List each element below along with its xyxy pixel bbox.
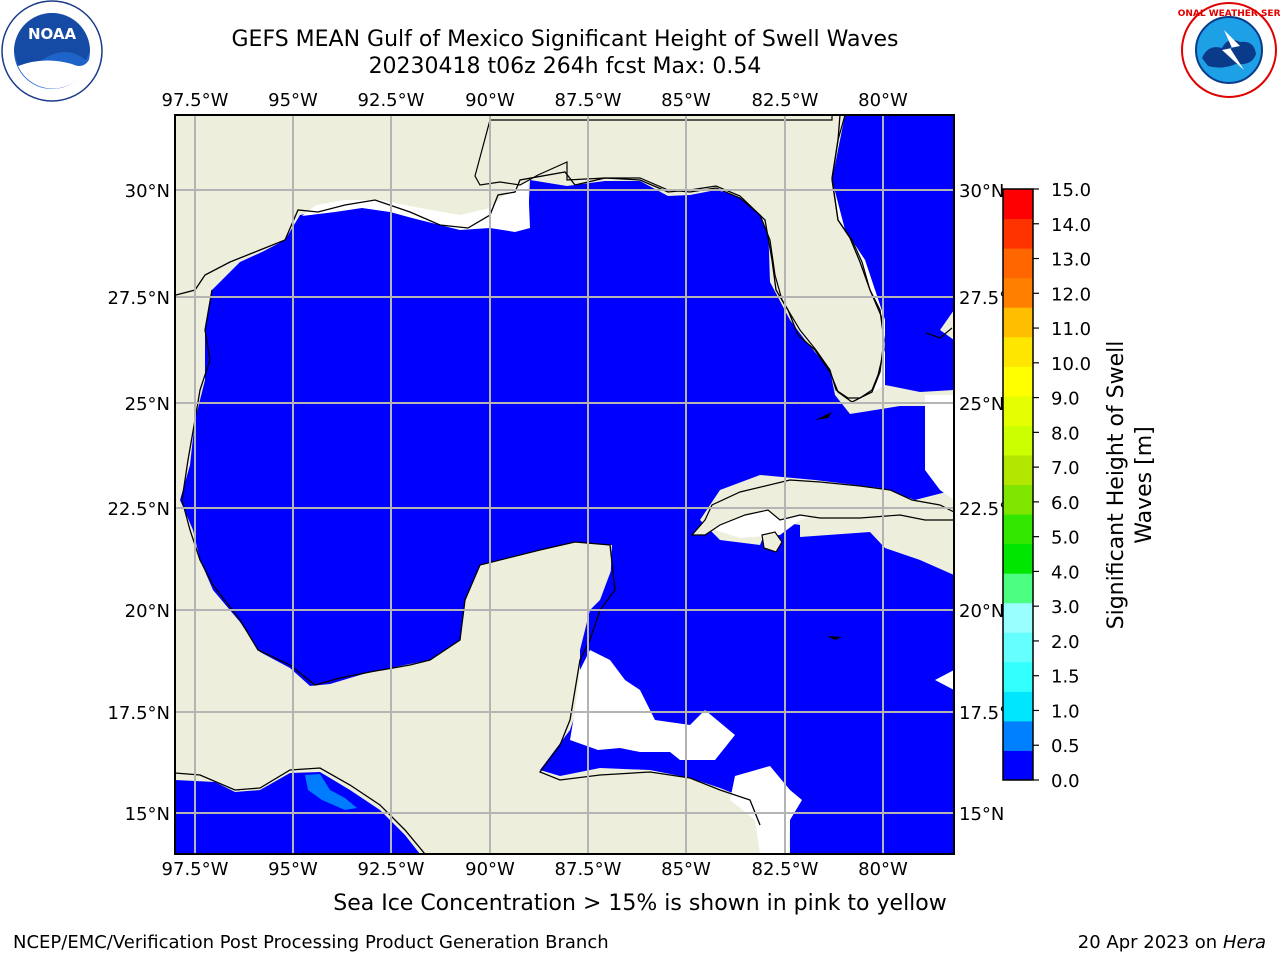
- nws-logo: NATIONAL WEATHER SERVICE: [1178, 2, 1280, 98]
- colorbar-tick-label: 1.0: [1051, 701, 1080, 722]
- nodata-bahamas: [925, 395, 954, 500]
- lon-label-bottom: 90°W: [465, 859, 515, 880]
- colorbar-segment: [1003, 661, 1033, 692]
- colorbar-label-line1: Significant Height of Swell: [1104, 341, 1129, 630]
- keys-island: [815, 412, 832, 420]
- colorbar-tick-label: 11.0: [1051, 319, 1091, 340]
- lon-label-top: 82.5°W: [752, 90, 819, 111]
- colorbar-ticks: 0.0 0.5 1.0 1.5 2.0 3.0 4.0 5.0 6.0 7.0 8.0 9.0 10.0…: [1033, 180, 1091, 792]
- colorbar-tick-label: 0.5: [1051, 736, 1080, 757]
- lat-label-left: 30°N: [125, 181, 170, 202]
- colorbar-tick-label: 9.0: [1051, 389, 1080, 410]
- lon-label-bottom: 95°W: [268, 859, 318, 880]
- nws-logo-text: NATIONAL WEATHER SERVICE: [1178, 9, 1280, 19]
- colorbar-segment: [1003, 248, 1033, 279]
- colorbar-tick-label: 13.0: [1051, 250, 1091, 271]
- lat-label-left: 27.5°N: [107, 288, 170, 309]
- colorbar-tick-label: 8.0: [1051, 423, 1080, 444]
- colorbar-tick-label: 2.0: [1051, 632, 1080, 653]
- colorbar-segment: [1003, 543, 1033, 574]
- colorbar-tick-label: 3.0: [1051, 597, 1080, 618]
- lat-label-right: 15°N: [959, 804, 1004, 825]
- noaa-logo: NOAA: [1, 0, 103, 102]
- lat-label-right: 20°N: [959, 601, 1004, 622]
- noaa-logo-text: NOAA: [28, 25, 77, 43]
- colorbar-tick-label: 14.0: [1051, 215, 1091, 236]
- colorbar-segment: [1003, 602, 1033, 633]
- colorbar-segment: [1003, 632, 1033, 663]
- colorbar-tick-label: 0.0: [1051, 771, 1080, 792]
- colorbar-segment: [1003, 514, 1033, 545]
- lat-label-left: 20°N: [125, 601, 170, 622]
- bahamas-island: [925, 327, 953, 339]
- colorbar-segment: [1003, 750, 1033, 781]
- colorbar-tick-label: 12.0: [1051, 284, 1091, 305]
- nodata-belize: [570, 650, 735, 760]
- sea-ice-note: Sea Ice Concentration > 15% is shown in …: [333, 891, 947, 916]
- florida-land: [474, 115, 885, 399]
- lon-label-top: 97.5°W: [162, 90, 229, 111]
- lon-label-top: 85°W: [661, 90, 711, 111]
- nodata-louisiana: [302, 180, 530, 232]
- isla-juventud: [761, 531, 783, 553]
- colorbar-tick-label: 4.0: [1051, 562, 1080, 583]
- footer-machine: Hera: [1222, 932, 1266, 953]
- lat-label-left: 15°N: [125, 804, 170, 825]
- colorbar-segment: [1003, 395, 1033, 426]
- colorbar: [1002, 188, 1034, 781]
- lon-label-bottom: 97.5°W: [162, 859, 229, 880]
- caribbean-sea: [590, 538, 954, 854]
- lat-label-left: 17.5°N: [107, 703, 170, 724]
- lon-label-top: 87.5°W: [555, 90, 622, 111]
- colorbar-segment: [1003, 484, 1033, 515]
- colorbar-segment: [1003, 425, 1033, 456]
- colorbar-segment: [1003, 336, 1033, 367]
- mexico-gulf-coast: [181, 289, 761, 826]
- lon-label-top: 92.5°W: [358, 90, 425, 111]
- lon-label-bottom: 80°W: [858, 859, 908, 880]
- lon-label-top: 90°W: [465, 90, 515, 111]
- lat-label-left: 22.5°N: [107, 499, 170, 520]
- colorbar-tick-label: 15.0: [1051, 180, 1091, 201]
- map-frame: [174, 114, 955, 855]
- lon-label-bottom: 92.5°W: [358, 859, 425, 880]
- swell-0.5m-patch: [305, 774, 357, 810]
- colorbar-tick-label: 10.0: [1051, 354, 1091, 375]
- lon-label-bottom: 82.5°W: [752, 859, 819, 880]
- colorbar-tick-label: 5.0: [1051, 528, 1080, 549]
- footer-date: 20 Apr 2023 on Hera: [1078, 932, 1266, 953]
- chart-subtitle: 20230418 t06z 264h fcst Max: 0.54: [368, 54, 762, 79]
- cayman-island: [827, 636, 842, 640]
- colorbar-tick-label: 7.0: [1051, 458, 1080, 479]
- colorbar-segment: [1003, 277, 1033, 308]
- colorbar-frame: [1002, 188, 1034, 781]
- colorbar-segment: [1003, 573, 1033, 604]
- lat-label-right: 25°N: [959, 394, 1004, 415]
- colorbar-segment: [1003, 189, 1033, 220]
- atlantic-ocean: [832, 115, 954, 392]
- colorbar-tick-label: 1.5: [1051, 667, 1080, 688]
- lat-label-left: 25°N: [125, 394, 170, 415]
- lon-label-top: 95°W: [268, 90, 318, 111]
- chart-title: GEFS MEAN Gulf of Mexico Significant Hei…: [231, 27, 899, 52]
- colorbar-tick-label: 6.0: [1051, 493, 1080, 514]
- nodata-haiti: [935, 670, 954, 690]
- colorbar-segment: [1003, 366, 1033, 397]
- footer-org: NCEP/EMC/Verification Post Processing Pr…: [13, 932, 609, 953]
- lon-label-top: 80°W: [858, 90, 908, 111]
- colorbar-segment: [1003, 691, 1033, 722]
- footer-date-text: 20 Apr 2023 on: [1077, 932, 1223, 953]
- lon-label-bottom: 87.5°W: [555, 859, 622, 880]
- mexico-coastline: [175, 767, 426, 854]
- colorbar-label-line2: Waves [m]: [1132, 426, 1157, 543]
- colorbar-segment: [1003, 218, 1033, 249]
- lat-label-right: 30°N: [959, 181, 1004, 202]
- map-grid: [175, 115, 954, 854]
- colorbar-segment: [1003, 454, 1033, 485]
- colorbar-segment: [1003, 720, 1033, 751]
- lon-label-bottom: 85°W: [661, 859, 711, 880]
- colorbar-segment: [1003, 307, 1033, 338]
